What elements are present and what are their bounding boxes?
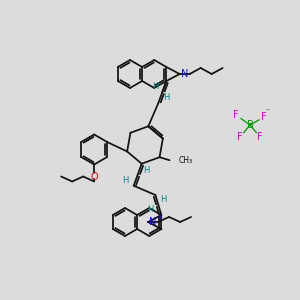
Text: F: F bbox=[261, 112, 267, 122]
Text: F: F bbox=[257, 132, 263, 142]
Text: N: N bbox=[149, 217, 157, 227]
Text: H: H bbox=[147, 206, 154, 214]
Text: N: N bbox=[181, 69, 188, 79]
Text: +: + bbox=[156, 212, 162, 221]
Text: H: H bbox=[152, 82, 159, 91]
Text: H: H bbox=[122, 176, 129, 185]
Text: F: F bbox=[233, 110, 239, 120]
Text: F: F bbox=[237, 132, 243, 142]
Text: ⁻: ⁻ bbox=[266, 106, 270, 116]
Text: CH₃: CH₃ bbox=[178, 156, 193, 165]
Text: H: H bbox=[160, 196, 167, 205]
Text: B: B bbox=[247, 120, 254, 130]
Text: H: H bbox=[163, 93, 170, 102]
Text: O: O bbox=[90, 172, 98, 182]
Text: H: H bbox=[143, 166, 150, 175]
